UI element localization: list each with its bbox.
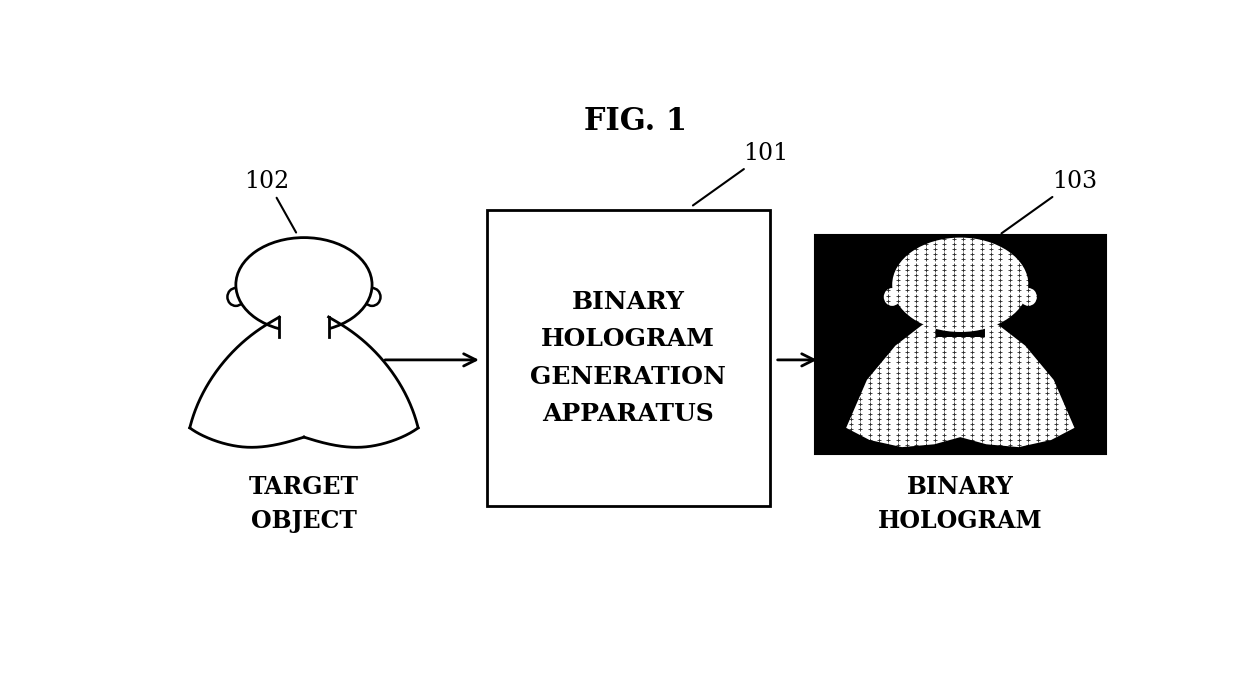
Text: 103: 103 bbox=[1002, 169, 1097, 233]
Ellipse shape bbox=[227, 288, 244, 306]
Bar bbox=[279, 310, 329, 337]
Bar bbox=[486, 210, 770, 506]
Ellipse shape bbox=[893, 237, 1028, 332]
Text: BINARY
HOLOGRAM: BINARY HOLOGRAM bbox=[878, 475, 1043, 533]
Ellipse shape bbox=[363, 288, 381, 306]
Text: FIG. 1: FIG. 1 bbox=[584, 107, 687, 138]
Bar bbox=[815, 235, 1106, 454]
Text: TARGET
OBJECT: TARGET OBJECT bbox=[249, 475, 358, 533]
Ellipse shape bbox=[1021, 288, 1037, 306]
Text: 101: 101 bbox=[693, 142, 789, 206]
Text: 102: 102 bbox=[244, 169, 296, 233]
Ellipse shape bbox=[236, 237, 372, 332]
Ellipse shape bbox=[884, 288, 900, 306]
Text: BINARY
HOLOGRAM
GENERATION
APPARATUS: BINARY HOLOGRAM GENERATION APPARATUS bbox=[531, 290, 727, 426]
Polygon shape bbox=[846, 317, 1075, 447]
